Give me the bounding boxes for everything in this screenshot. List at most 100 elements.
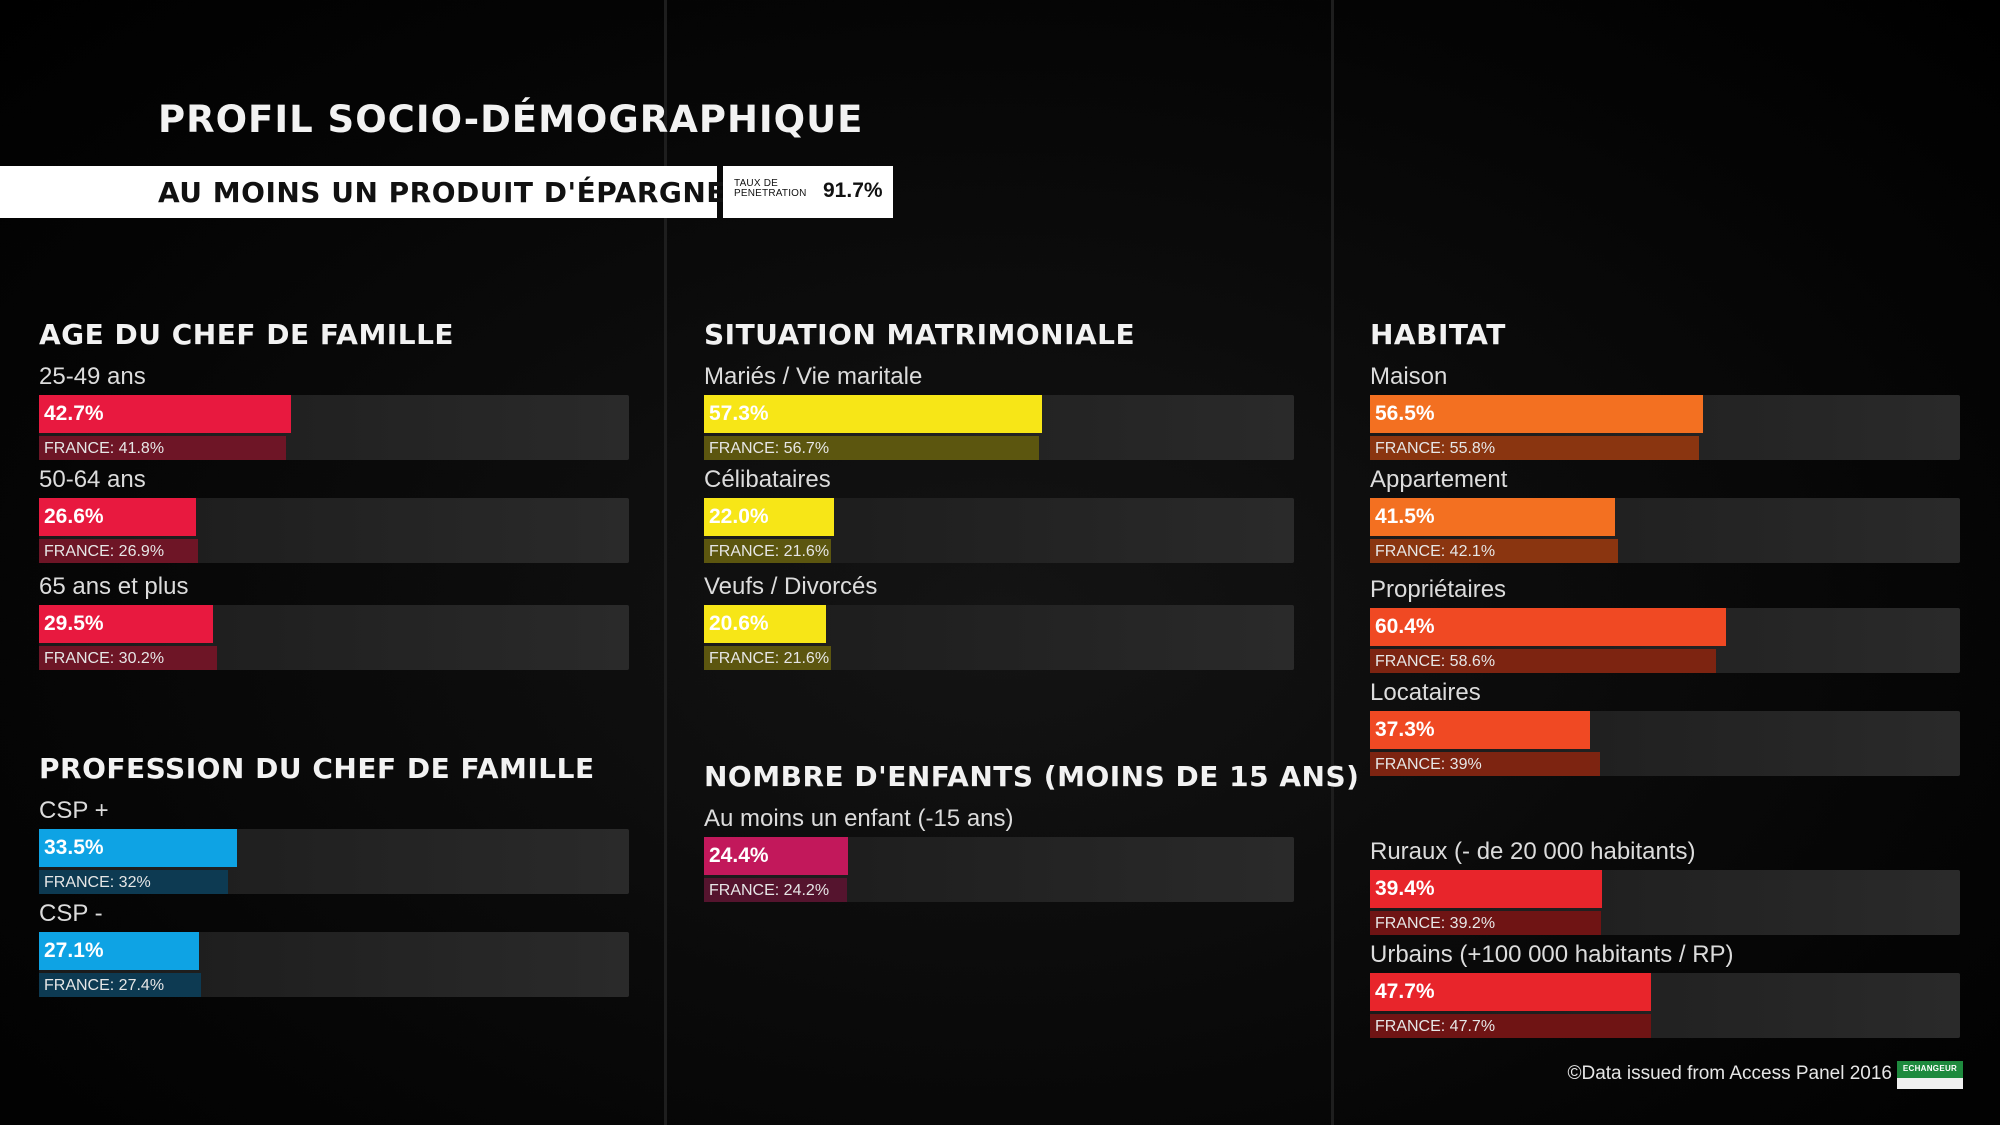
bar-row: Célibataires 22.0% FRANCE: 21.6% <box>704 466 1294 568</box>
bar-track: 26.6% FRANCE: 26.9% <box>39 498 629 563</box>
footer-source: ©Data issued from Access Panel 2016 <box>1567 1063 1892 1084</box>
logo-text: ECHANGEUR <box>1902 1064 1958 1073</box>
value-bar <box>704 837 848 875</box>
bar-track: 37.3% FRANCE: 39% <box>1370 711 1960 776</box>
france-label: FRANCE: 58.6% <box>1375 653 1496 670</box>
value-label: 24.4% <box>709 844 769 867</box>
bar-track: 47.7% FRANCE: 47.7% <box>1370 973 1960 1038</box>
bar-row: CSP + 33.5% FRANCE: 32% <box>39 797 629 899</box>
france-bar <box>39 973 201 997</box>
bar-row: Veufs / Divorcés 20.6% FRANCE: 21.6% <box>704 573 1294 675</box>
category-label: Au moins un enfant (-15 ans) <box>704 805 1014 832</box>
value-bar <box>39 605 214 643</box>
bar-row: Maison 56.5% FRANCE: 55.8% <box>1370 363 1960 465</box>
bar-row: CSP - 27.1% FRANCE: 27.4% <box>39 900 629 1002</box>
france-label: FRANCE: 30.2% <box>44 650 165 667</box>
value-bar <box>1370 498 1615 536</box>
value-bar <box>704 395 1043 433</box>
category-label: Locataires <box>1370 679 1481 706</box>
section-title: HABITAT <box>1370 318 1506 351</box>
value-bar <box>1370 870 1603 908</box>
category-label: Mariés / Vie maritale <box>704 363 923 390</box>
value-label: 33.5% <box>44 836 104 859</box>
france-label: FRANCE: 27.4% <box>44 977 165 994</box>
bar-row: 25-49 ans 42.7% FRANCE: 41.8% <box>39 363 629 465</box>
france-label: FRANCE: 55.8% <box>1375 440 1496 457</box>
bar-row: Mariés / Vie maritale 57.3% FRANCE: 56.7% <box>704 363 1294 465</box>
value-label: 39.4% <box>1375 877 1435 900</box>
value-label: 37.3% <box>1375 718 1435 741</box>
bar-track: 42.7% FRANCE: 41.8% <box>39 395 629 460</box>
subtitle-band <box>0 166 717 218</box>
bar-track: 29.5% FRANCE: 30.2% <box>39 605 629 670</box>
bar-track: 57.3% FRANCE: 56.7% <box>704 395 1294 460</box>
bar-row: Ruraux (- de 20 000 habitants) 39.4% FRANC… <box>1370 838 1960 940</box>
france-label: FRANCE: 39.2% <box>1375 915 1496 932</box>
value-bar <box>39 932 199 970</box>
france-label: FRANCE: 24.2% <box>709 882 830 899</box>
value-label: 47.7% <box>1375 980 1435 1003</box>
column-divider-left <box>664 0 667 1125</box>
france-label: FRANCE: 56.7% <box>709 440 830 457</box>
section-title: AGE DU CHEF DE FAMILLE <box>39 318 455 351</box>
france-label: FRANCE: 32% <box>44 874 151 891</box>
bar-row: 65 ans et plus 29.5% FRANCE: 30.2% <box>39 573 629 675</box>
france-bar <box>39 870 228 894</box>
france-label: FRANCE: 39% <box>1375 756 1482 773</box>
bar-row: Propriétaires 60.4% FRANCE: 58.6% <box>1370 576 1960 678</box>
france-label: FRANCE: 42.1% <box>1375 543 1496 560</box>
category-label: CSP - <box>39 900 103 927</box>
bar-track: 20.6% FRANCE: 21.6% <box>704 605 1294 670</box>
value-label: 26.6% <box>44 505 104 528</box>
category-label: Appartement <box>1370 466 1508 493</box>
value-label: 41.5% <box>1375 505 1435 528</box>
subtitle-text: AU MOINS UN PRODUIT D'ÉPARGNE <box>158 176 726 209</box>
france-bar <box>704 878 847 902</box>
category-label: Maison <box>1370 363 1448 390</box>
category-label: CSP + <box>39 797 109 824</box>
france-bar <box>1370 436 1700 460</box>
bar-row: Locataires 37.3% FRANCE: 39% <box>1370 679 1960 781</box>
value-label: 29.5% <box>44 612 104 635</box>
category-label: Urbains (+100 000 habitants / RP) <box>1370 941 1734 968</box>
value-label: 60.4% <box>1375 615 1435 638</box>
page-title: PROFIL SOCIO-DÉMOGRAPHIQUE <box>158 98 864 141</box>
value-label: 20.6% <box>709 612 769 635</box>
france-label: FRANCE: 21.6% <box>709 650 830 667</box>
category-label: 65 ans et plus <box>39 573 189 600</box>
bar-row: Urbains (+100 000 habitants / RP) 47.7% FR… <box>1370 941 1960 1043</box>
bar-track: 24.4% FRANCE: 24.2% <box>704 837 1294 902</box>
france-bar <box>704 436 1039 460</box>
category-label: 50-64 ans <box>39 466 146 493</box>
value-bar <box>704 498 834 536</box>
penetration-box: TAUX DE PENETRATION 91.7% <box>723 166 893 218</box>
bar-track: 60.4% FRANCE: 58.6% <box>1370 608 1960 673</box>
france-bar <box>1370 1014 1652 1038</box>
value-bar <box>39 395 291 433</box>
value-bar <box>1370 395 1704 433</box>
value-label: 42.7% <box>44 402 104 425</box>
france-bar <box>39 646 218 670</box>
section-title: SITUATION MATRIMONIALE <box>704 318 1136 351</box>
france-bar <box>1370 649 1716 673</box>
bar-track: 27.1% FRANCE: 27.4% <box>39 932 629 997</box>
france-label: FRANCE: 26.9% <box>44 543 165 560</box>
value-label: 27.1% <box>44 939 104 962</box>
value-bar <box>704 605 826 643</box>
penetration-value: 91.7% <box>823 179 883 202</box>
value-label: 56.5% <box>1375 402 1435 425</box>
category-label: 25-49 ans <box>39 363 146 390</box>
penetration-label: TAUX DE PENETRATION <box>734 178 807 199</box>
value-bar <box>1370 608 1727 646</box>
category-label: Ruraux (- de 20 000 habitants) <box>1370 838 1696 865</box>
france-bar <box>704 539 832 563</box>
value-bar <box>39 829 237 867</box>
value-bar <box>1370 973 1652 1011</box>
france-label: FRANCE: 41.8% <box>44 440 165 457</box>
bar-track: 22.0% FRANCE: 21.6% <box>704 498 1294 563</box>
value-bar <box>1370 711 1591 749</box>
logo-strip <box>1897 1078 1963 1089</box>
category-label: Célibataires <box>704 466 831 493</box>
bar-row: Appartement 41.5% FRANCE: 42.1% <box>1370 466 1960 568</box>
bar-track: 33.5% FRANCE: 32% <box>39 829 629 894</box>
